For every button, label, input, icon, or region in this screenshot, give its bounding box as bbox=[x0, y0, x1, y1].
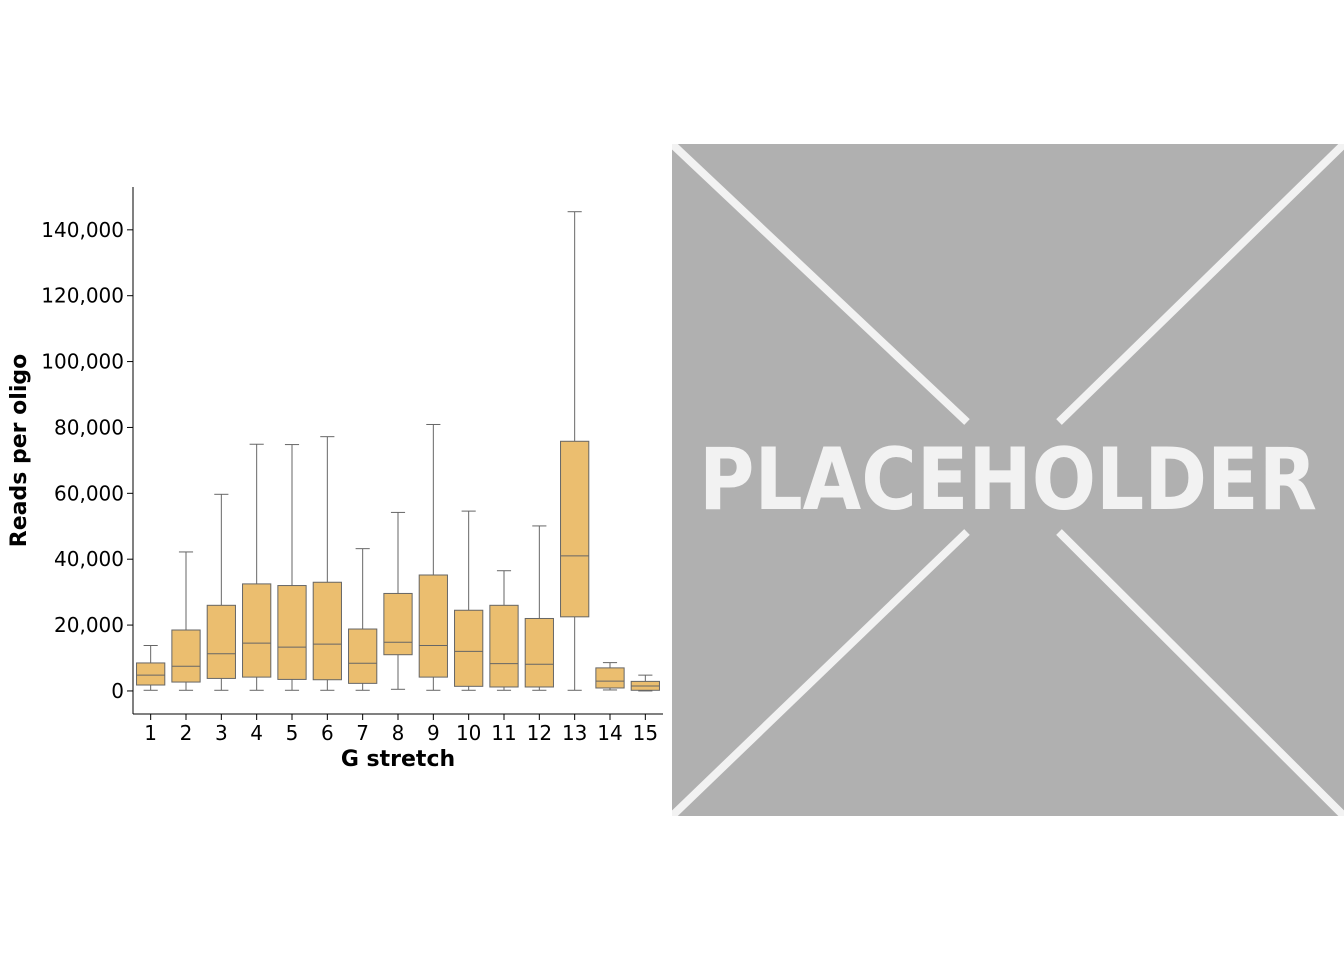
x-tick-label: 2 bbox=[180, 721, 193, 745]
box-3 bbox=[206, 493, 236, 691]
y-tick-label: 60,000 bbox=[54, 481, 124, 505]
y-tick-label: 100,000 bbox=[41, 350, 124, 374]
placeholder-cross-line bbox=[672, 529, 970, 816]
box-10 bbox=[454, 510, 484, 691]
box-7 bbox=[348, 548, 378, 691]
iqr-box bbox=[348, 628, 378, 684]
box-8 bbox=[383, 511, 413, 690]
iqr-box bbox=[489, 604, 519, 688]
placeholder-cross-line bbox=[672, 144, 970, 425]
iqr-box bbox=[312, 581, 342, 681]
x-tick-label: 8 bbox=[392, 721, 405, 745]
y-tick-label: 20,000 bbox=[54, 613, 124, 637]
iqr-box bbox=[171, 629, 201, 683]
placeholder-cross-line bbox=[1056, 529, 1344, 816]
y-tick-label: 140,000 bbox=[41, 218, 124, 242]
iqr-box bbox=[524, 617, 554, 688]
iqr-box bbox=[595, 667, 625, 689]
y-tick-label: 40,000 bbox=[54, 547, 124, 571]
x-tick-label: 13 bbox=[562, 721, 587, 745]
iqr-box bbox=[242, 583, 272, 678]
y-tick-label: 120,000 bbox=[41, 284, 124, 308]
box-plot-series bbox=[136, 211, 660, 692]
x-tick-label: 5 bbox=[286, 721, 299, 745]
x-tick-label: 6 bbox=[321, 721, 334, 745]
iqr-box bbox=[383, 592, 413, 656]
box-13 bbox=[560, 211, 590, 691]
box-5 bbox=[277, 444, 307, 691]
box-11 bbox=[489, 570, 519, 691]
placeholder-cross-line bbox=[1056, 144, 1344, 425]
x-tick-label: 4 bbox=[250, 721, 263, 745]
x-tick-label: 9 bbox=[427, 721, 440, 745]
placeholder-label: PLACEHOLDER bbox=[699, 430, 1317, 530]
y-tick-label: 0 bbox=[111, 679, 124, 703]
placeholder-image: PLACEHOLDER bbox=[672, 144, 1344, 816]
x-axis-ticks: 1 2 3 4 5 6 7 8 9 10 11 12 13 14 15 bbox=[144, 714, 658, 745]
box-12 bbox=[524, 525, 554, 691]
x-tick-label: 3 bbox=[215, 721, 228, 745]
x-tick-label: 15 bbox=[633, 721, 658, 745]
y-axis-ticks: 0 20,000 40,000 60,000 80,000 100,000 120,000 1… bbox=[41, 218, 133, 703]
box-4 bbox=[242, 443, 272, 691]
iqr-box bbox=[277, 585, 307, 680]
x-tick-label: 11 bbox=[491, 721, 516, 745]
x-tick-label: 10 bbox=[456, 721, 481, 745]
box-9 bbox=[418, 423, 448, 691]
box-14 bbox=[595, 662, 625, 691]
x-tick-label: 12 bbox=[527, 721, 552, 745]
x-tick-label: 1 bbox=[144, 721, 157, 745]
y-axis-title: Reads per oligo bbox=[7, 354, 32, 547]
box-1 bbox=[136, 644, 166, 691]
box-plot-chart: 0 20,000 40,000 60,000 80,000 100,000 120,000 1… bbox=[7, 187, 663, 772]
box-6 bbox=[312, 436, 342, 691]
box-2 bbox=[171, 551, 201, 691]
x-axis-title: G stretch bbox=[341, 747, 455, 772]
iqr-box bbox=[454, 609, 484, 687]
x-tick-label: 14 bbox=[597, 721, 622, 745]
iqr-box bbox=[418, 574, 448, 678]
y-tick-label: 80,000 bbox=[54, 415, 124, 439]
box-15 bbox=[630, 674, 660, 692]
iqr-box bbox=[560, 440, 590, 618]
x-tick-label: 7 bbox=[356, 721, 369, 745]
iqr-box bbox=[136, 662, 166, 686]
iqr-box bbox=[206, 604, 236, 679]
